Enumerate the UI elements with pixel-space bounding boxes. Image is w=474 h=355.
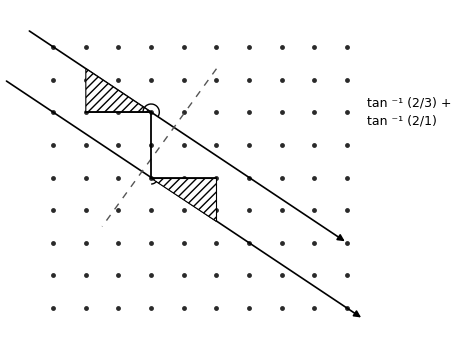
Polygon shape: [86, 69, 151, 112]
Polygon shape: [151, 178, 217, 221]
Text: tan ⁻¹ (2/3) +
tan ⁻¹ (2/1): tan ⁻¹ (2/3) + tan ⁻¹ (2/1): [367, 97, 451, 128]
